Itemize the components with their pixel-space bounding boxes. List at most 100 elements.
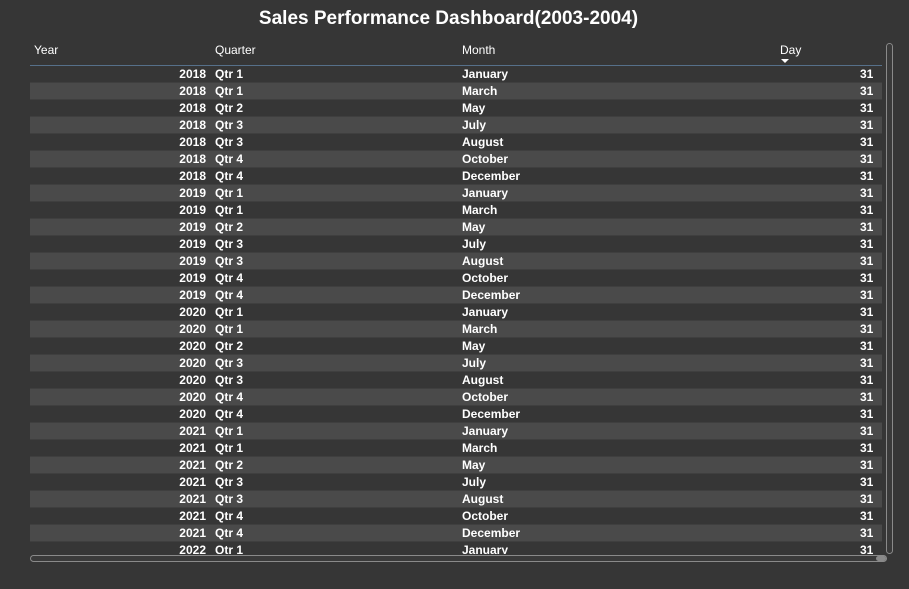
table-row[interactable]: 2020 Qtr 1 January 31 <box>30 304 882 321</box>
cell-month: October <box>462 271 509 285</box>
table-row[interactable]: 2021 Qtr 3 July 31 <box>30 474 882 491</box>
cell-year: 2022 <box>179 543 206 554</box>
sort-descending-icon[interactable] <box>781 59 789 63</box>
table-row[interactable]: 2018 Qtr 1 March 31 <box>30 83 882 100</box>
table-row[interactable]: 2020 Qtr 3 August 31 <box>30 372 882 389</box>
cell-day: 31 <box>860 135 874 149</box>
cell-month: August <box>462 135 504 149</box>
table-row[interactable]: 2021 Qtr 4 December 31 <box>30 525 882 542</box>
cell-month: May <box>462 101 486 115</box>
cell-day: 31 <box>860 441 874 455</box>
table-row[interactable]: 2019 Qtr 4 October 31 <box>30 270 882 287</box>
cell-quarter: Qtr 4 <box>215 169 244 183</box>
cell-month: August <box>462 492 504 506</box>
cell-day: 31 <box>860 356 874 370</box>
cell-quarter: Qtr 4 <box>215 526 244 540</box>
vertical-scrollbar[interactable] <box>886 43 893 554</box>
cell-year: 2019 <box>179 186 206 200</box>
cell-year: 2018 <box>179 84 206 98</box>
vertical-scrollbar-thumb[interactable] <box>887 44 892 553</box>
column-header-day[interactable]: Day <box>780 43 802 57</box>
table-row[interactable]: 2020 Qtr 4 December 31 <box>30 406 882 423</box>
cell-month: May <box>462 220 486 234</box>
cell-quarter: Qtr 1 <box>215 305 244 319</box>
cell-year: 2020 <box>179 305 206 319</box>
table-header: Year Quarter Month Day <box>30 38 882 66</box>
cell-day: 31 <box>860 492 874 506</box>
cell-year: 2020 <box>179 407 206 421</box>
cell-year: 2021 <box>179 424 206 438</box>
cell-year: 2019 <box>179 220 206 234</box>
table-row[interactable]: 2019 Qtr 1 March 31 <box>30 202 882 219</box>
cell-month: March <box>462 441 498 455</box>
table-row[interactable]: 2018 Qtr 3 July 31 <box>30 117 882 134</box>
cell-day: 31 <box>860 118 874 132</box>
cell-month: March <box>462 84 498 98</box>
cell-day: 31 <box>860 339 874 353</box>
cell-year: 2019 <box>179 237 206 251</box>
cell-day: 31 <box>860 271 874 285</box>
cell-month: May <box>462 339 486 353</box>
cell-quarter: Qtr 1 <box>215 186 244 200</box>
table-row[interactable]: 2020 Qtr 4 October 31 <box>30 389 882 406</box>
cell-day: 31 <box>860 67 874 81</box>
table-row[interactable]: 2018 Qtr 4 October 31 <box>30 151 882 168</box>
cell-year: 2021 <box>179 492 206 506</box>
table-row[interactable]: 2019 Qtr 3 July 31 <box>30 236 882 253</box>
column-header-month[interactable]: Month <box>462 43 496 57</box>
cell-quarter: Qtr 3 <box>215 118 244 132</box>
column-header-quarter[interactable]: Quarter <box>215 43 256 57</box>
cell-month: May <box>462 458 486 472</box>
cell-quarter: Qtr 1 <box>215 424 244 438</box>
cell-month: January <box>462 424 509 438</box>
table-row[interactable]: 2019 Qtr 3 August 31 <box>30 253 882 270</box>
horizontal-scrollbar[interactable] <box>30 555 887 562</box>
table-body: 2018 Qtr 1 January 31 2018 Qtr 1 March 31 2018 Qt… <box>30 66 882 554</box>
table-row[interactable]: 2019 Qtr 1 January 31 <box>30 185 882 202</box>
cell-quarter: Qtr 4 <box>215 152 244 166</box>
cell-year: 2021 <box>179 526 206 540</box>
cell-month: March <box>462 322 498 336</box>
cell-quarter: Qtr 1 <box>215 203 244 217</box>
cell-year: 2018 <box>179 135 206 149</box>
table-row[interactable]: 2022 Qtr 1 January 31 <box>30 542 882 554</box>
table-row[interactable]: 2018 Qtr 3 August 31 <box>30 134 882 151</box>
cell-year: 2020 <box>179 322 206 336</box>
table-row[interactable]: 2021 Qtr 4 October 31 <box>30 508 882 525</box>
table-row[interactable]: 2020 Qtr 3 July 31 <box>30 355 882 372</box>
table-row[interactable]: 2018 Qtr 4 December 31 <box>30 168 882 185</box>
cell-day: 31 <box>860 169 874 183</box>
cell-day: 31 <box>860 373 874 387</box>
cell-day: 31 <box>860 220 874 234</box>
table-row[interactable]: 2021 Qtr 2 May 31 <box>30 457 882 474</box>
cell-month: March <box>462 203 498 217</box>
column-header-year[interactable]: Year <box>34 43 59 57</box>
table-row[interactable]: 2021 Qtr 1 March 31 <box>30 440 882 457</box>
cell-month: July <box>462 118 487 132</box>
page-title: Sales Performance Dashboard(2003-2004) <box>258 8 639 29</box>
cell-day: 31 <box>860 101 874 115</box>
cell-month: August <box>462 373 504 387</box>
cell-day: 31 <box>860 526 874 540</box>
cell-quarter: Qtr 1 <box>215 67 244 81</box>
table-row[interactable]: 2019 Qtr 2 May 31 <box>30 219 882 236</box>
table-row[interactable]: 2020 Qtr 2 May 31 <box>30 338 882 355</box>
cell-day: 31 <box>860 475 874 489</box>
table-row[interactable]: 2021 Qtr 1 January 31 <box>30 423 882 440</box>
cell-quarter: Qtr 2 <box>215 220 244 234</box>
cell-month: October <box>462 152 509 166</box>
table-row[interactable]: 2021 Qtr 3 August 31 <box>30 491 882 508</box>
table-row[interactable]: 2020 Qtr 1 March 31 <box>30 321 882 338</box>
cell-day: 31 <box>860 152 874 166</box>
horizontal-scrollbar-thumb[interactable] <box>876 556 886 561</box>
cell-day: 31 <box>860 288 874 302</box>
cell-quarter: Qtr 3 <box>215 373 244 387</box>
table-row[interactable]: 2018 Qtr 1 January 31 <box>30 66 882 83</box>
cell-day: 31 <box>860 458 874 472</box>
cell-year: 2019 <box>179 288 206 302</box>
cell-quarter: Qtr 4 <box>215 407 244 421</box>
cell-day: 31 <box>860 84 874 98</box>
table-row[interactable]: 2018 Qtr 2 May 31 <box>30 100 882 117</box>
table-row[interactable]: 2019 Qtr 4 December 31 <box>30 287 882 304</box>
cell-quarter: Qtr 2 <box>215 339 244 353</box>
